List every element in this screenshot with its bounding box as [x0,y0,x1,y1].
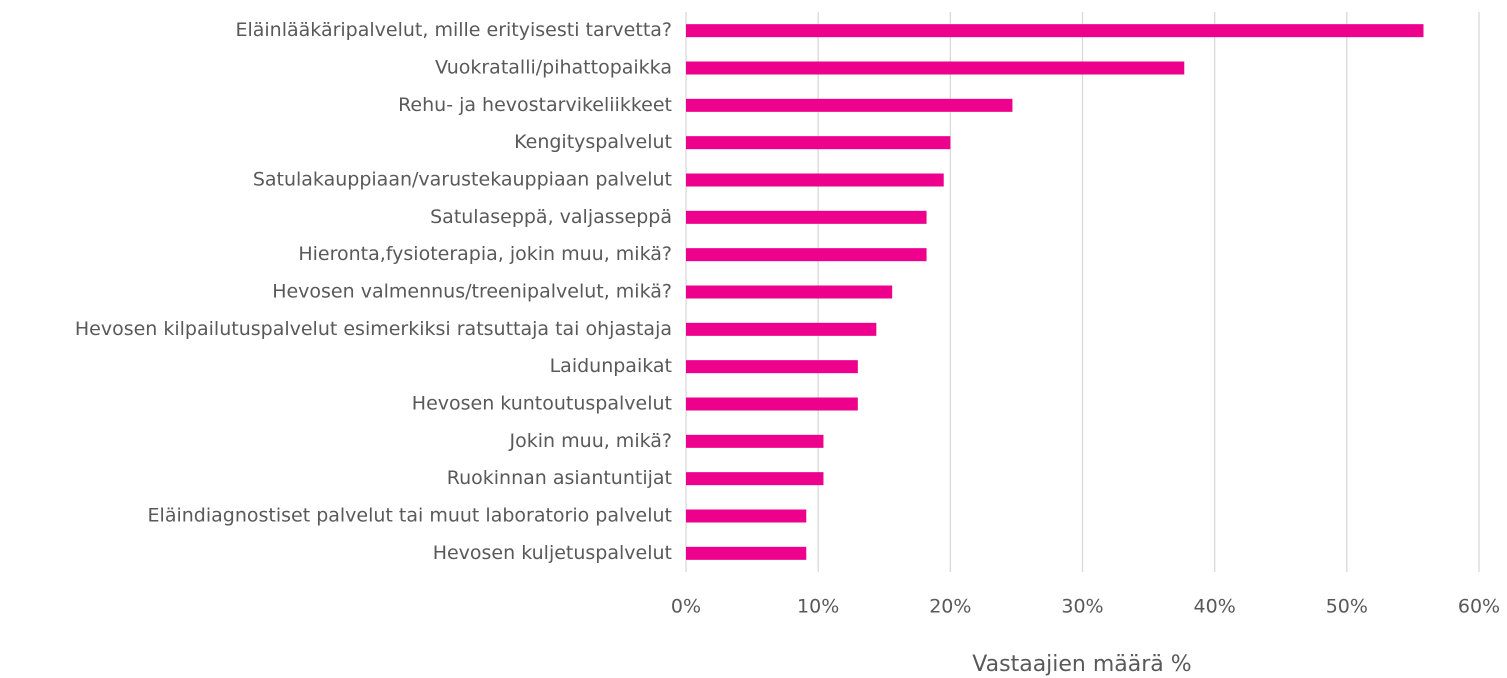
y-tick-label: Eläindiagnostiset palvelut tai muut labo… [148,505,672,527]
y-tick-label: Jokin muu, mikä? [509,430,672,452]
y-tick-label: Hieronta,fysioterapia, jokin muu, mikä? [298,243,672,265]
x-tick-label: 20% [929,596,971,618]
bar [686,434,824,448]
y-tick-label: Hevosen kuljetuspalvelut [433,542,672,564]
y-tick-label: Laidunpaikat [550,355,672,377]
bar [686,397,858,411]
y-tick-label: Satulaseppä, valjasseppä [430,206,672,228]
y-tick-label: Vuokratalli/pihattopaikka [435,57,672,79]
y-tick-label: Satulakauppiaan/varustekauppiaan palvelu… [253,169,672,191]
bar [686,173,944,187]
bar [686,509,807,523]
x-axis-title: Vastaajien määrä % [972,652,1191,677]
y-tick-label: Ruokinnan asiantuntijat [447,467,672,489]
x-tick-label: 50% [1326,596,1368,618]
bar [686,61,1185,75]
bar [686,248,927,262]
x-tick-label: 40% [1194,596,1236,618]
bar [686,136,951,150]
y-tick-label: Hevosen kuntoutuspalvelut [412,393,672,415]
bar [686,285,893,299]
bar [686,24,1424,38]
bar [686,98,1013,112]
y-tick-label: Hevosen kilpailutuspalvelut esimerkiksi … [75,318,672,340]
y-tick-label: Kengityspalvelut [514,131,672,153]
x-tick-label: 30% [1061,596,1103,618]
y-tick-label: Rehu- ja hevostarvikeliikkeet [398,94,672,116]
bar [686,322,877,336]
bar [686,210,927,224]
y-tick-label: Eläinlääkäripalvelut, mille erityisesti … [235,19,672,41]
y-tick-label: Hevosen valmennus/treenipalvelut, mikä? [272,281,672,303]
bar [686,472,824,486]
bar [686,360,858,374]
bar [686,546,807,560]
x-tick-label: 0% [671,596,701,618]
x-tick-label: 10% [797,596,839,618]
x-tick-label: 60% [1458,596,1500,618]
